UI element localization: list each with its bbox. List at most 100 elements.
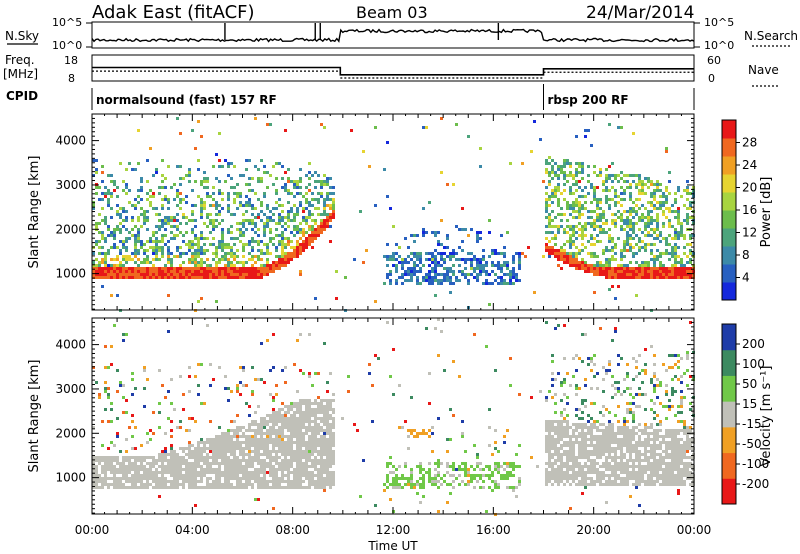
velocity-cell: [185, 429, 188, 432]
power-cell: [323, 183, 326, 186]
velocity-cell: [224, 483, 227, 486]
velocity-cell: [164, 486, 167, 489]
velocity-cell: [236, 459, 239, 462]
velocity-cell: [419, 483, 422, 486]
velocity-cell: [602, 447, 605, 450]
velocity-cell: [101, 477, 104, 480]
power-cell: [290, 210, 293, 213]
power-cell: [272, 261, 275, 264]
velocity-cell: [224, 456, 227, 459]
power-cell: [278, 255, 281, 258]
velocity-cell: [257, 453, 260, 456]
power-cell: [299, 204, 302, 207]
power-cell: [572, 261, 575, 264]
power-cell: [596, 267, 599, 270]
power-cell: [491, 252, 494, 255]
velocity-cell: [569, 450, 572, 453]
velocity-cell: [332, 426, 335, 429]
velocity-cell: [518, 465, 521, 468]
power-cell: [599, 207, 602, 210]
power-cell: [488, 273, 491, 276]
power-cell: [143, 270, 146, 273]
power-cell: [227, 273, 230, 276]
power-cell: [620, 258, 623, 261]
velocity-cell: [287, 450, 290, 453]
colorbar-swatch: [722, 192, 736, 211]
power-cell: [629, 207, 632, 210]
velocity-cell: [566, 402, 569, 405]
velocity-cell: [314, 444, 317, 447]
power-cell: [167, 249, 170, 252]
velocity-cell: [209, 420, 212, 423]
velocity-cell: [290, 405, 293, 408]
velocity-cell: [92, 456, 95, 459]
velocity-cell: [125, 486, 128, 489]
power-cell: [302, 228, 305, 231]
power-cell: [551, 210, 554, 213]
velocity-cell: [116, 480, 119, 483]
velocity-cell: [191, 444, 194, 447]
velocity-cell: [116, 369, 119, 372]
velocity-cell: [569, 444, 572, 447]
colorbar-swatch: [722, 174, 736, 193]
power-cell: [599, 225, 602, 228]
velocity-cell: [248, 456, 251, 459]
power-cell: [419, 252, 422, 255]
velocity-cell: [407, 429, 410, 432]
power-cell: [599, 261, 602, 264]
power-cell: [620, 219, 623, 222]
velocity-cell: [275, 477, 278, 480]
velocity-cell: [146, 441, 149, 444]
power-cell: [293, 204, 296, 207]
power-cell: [455, 123, 458, 126]
velocity-cell: [149, 438, 152, 441]
power-cell: [485, 279, 488, 282]
velocity-cell: [545, 477, 548, 480]
velocity-cell: [281, 432, 284, 435]
velocity-cell: [296, 480, 299, 483]
power-cell: [512, 270, 515, 273]
power-cell: [422, 234, 425, 237]
power-cell: [566, 231, 569, 234]
velocity-cell: [119, 450, 122, 453]
power-cell: [422, 276, 425, 279]
velocity-cell: [518, 483, 521, 486]
velocity-cell: [578, 357, 581, 360]
power-cell: [188, 261, 191, 264]
power-cell: [266, 261, 269, 264]
power-cell: [215, 207, 218, 210]
power-cell: [266, 222, 269, 225]
velocity-cell: [260, 429, 263, 432]
velocity-cell: [158, 453, 161, 456]
power-cell: [602, 189, 605, 192]
power-cell: [332, 186, 335, 189]
power-cell: [599, 216, 602, 219]
velocity-cell: [329, 480, 332, 483]
velocity-cell: [197, 462, 200, 465]
velocity-cell: [296, 465, 299, 468]
velocity-cell: [287, 435, 290, 438]
velocity-cell: [269, 462, 272, 465]
power-cell: [581, 189, 584, 192]
velocity-cell: [98, 456, 101, 459]
power-cell: [647, 264, 650, 267]
velocity-cell: [272, 417, 275, 420]
power-cell: [632, 246, 635, 249]
power-cell: [110, 270, 113, 273]
velocity-cell: [554, 471, 557, 474]
power-cell: [128, 258, 131, 261]
power-cell: [113, 246, 116, 249]
power-cell: [299, 177, 302, 180]
velocity-cell: [314, 408, 317, 411]
velocity-cell: [494, 486, 497, 489]
power-cell: [161, 198, 164, 201]
velocity-cell: [143, 486, 146, 489]
velocity-cell: [362, 459, 365, 462]
power-cell: [512, 255, 515, 258]
power-cell: [572, 183, 575, 186]
velocity-cell: [146, 462, 149, 465]
velocity-cell: [314, 486, 317, 489]
power-cell: [635, 183, 638, 186]
power-cell: [629, 273, 632, 276]
velocity-cell: [203, 486, 206, 489]
